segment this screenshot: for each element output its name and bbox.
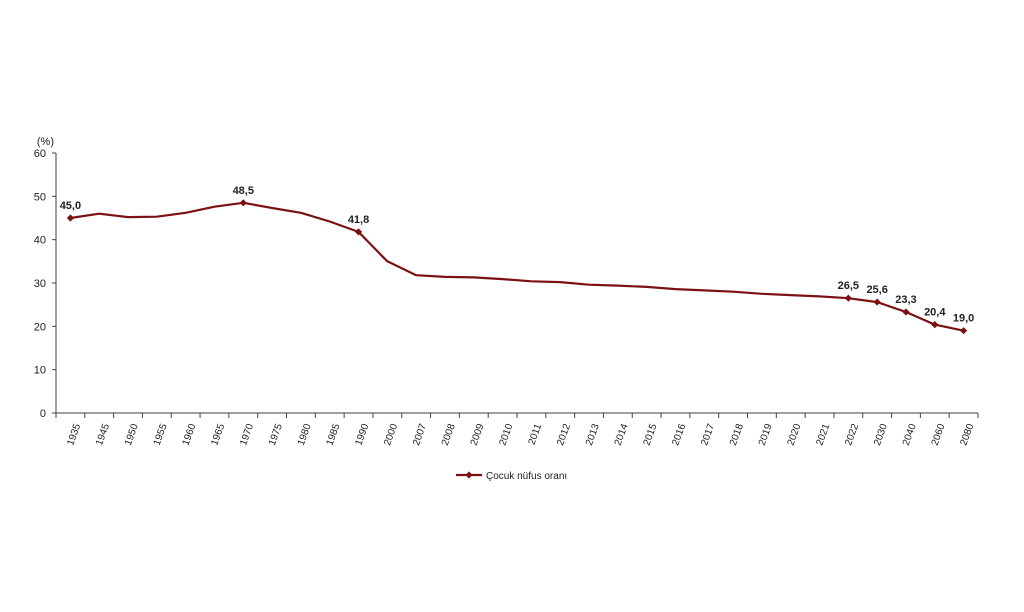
data-label: 26,5 — [838, 280, 859, 292]
x-tick-label: 2060 — [930, 422, 948, 447]
series-line — [69, 201, 965, 332]
data-label: 19,0 — [953, 313, 974, 325]
y-tick-label: 20 — [34, 321, 46, 333]
data-label: 20,4 — [924, 307, 946, 319]
data-point-marker — [931, 321, 939, 329]
data-point-marker — [873, 298, 881, 306]
x-tick-label: 1965 — [209, 422, 227, 447]
y-tick-label: 60 — [34, 148, 46, 160]
x-tick-label: 1985 — [325, 422, 343, 447]
x-tick-label: 1970 — [238, 422, 256, 447]
x-tick-label: 2007 — [411, 422, 429, 447]
data-point-marker — [902, 308, 910, 316]
data-point-marker — [959, 327, 968, 335]
data-label: 25,6 — [866, 284, 887, 296]
x-tick-label: 2000 — [382, 422, 400, 447]
x-tick-label: 2022 — [843, 422, 861, 447]
x-tick-label: 2009 — [469, 422, 487, 447]
series-line-layer — [66, 199, 968, 335]
x-tick-label: 1955 — [152, 422, 170, 447]
data-point-marker — [239, 199, 247, 207]
x-tick-label: 2016 — [670, 422, 688, 447]
x-tick-label: 2010 — [497, 422, 515, 447]
data-label: 45,0 — [60, 200, 81, 212]
x-tick-label: 2012 — [555, 422, 573, 447]
x-tick-label: 1980 — [296, 422, 314, 447]
x-tick-label: 2011 — [527, 422, 545, 446]
y-tick-label: 50 — [34, 191, 46, 203]
x-tick-label: 1990 — [353, 422, 371, 447]
data-point-marker — [844, 294, 852, 302]
y-axis-label: (%) — [37, 136, 54, 148]
x-tick-label: 2030 — [872, 422, 890, 447]
x-tick-label: 2015 — [642, 422, 660, 447]
data-label-layer: 45,0 48,5 41,8 26,5 25,6 23,3 20,4 19,0 — [60, 185, 975, 325]
data-label: 23,3 — [895, 294, 916, 306]
legend: Çocuk nüfus oranı — [456, 471, 567, 482]
x-tick-label: 2019 — [757, 422, 775, 447]
legend-label: Çocuk nüfus oranı — [486, 471, 567, 482]
x-tick-label: 1960 — [181, 422, 199, 447]
data-label: 41,8 — [348, 214, 369, 226]
x-tick-label: 2020 — [786, 422, 804, 447]
x-tick-label: 1945 — [94, 422, 112, 447]
data-label: 48,5 — [233, 185, 254, 197]
x-tick-label: 2080 — [958, 422, 976, 447]
x-tick-label: 2014 — [613, 422, 631, 447]
x-tick-label: 2017 — [699, 422, 717, 447]
data-point-marker — [66, 214, 75, 222]
x-tick-label: 1950 — [123, 422, 141, 447]
y-tick-label: 40 — [34, 235, 46, 247]
data-point-marker — [354, 228, 363, 236]
y-tick-label: 30 — [34, 278, 46, 290]
x-tick-label: 2013 — [584, 422, 602, 447]
x-tick-label: 1975 — [267, 422, 285, 447]
x-tick-label: 1935 — [65, 422, 83, 447]
x-tick-label: 2018 — [728, 422, 746, 447]
y-tick-label: 10 — [34, 365, 46, 377]
x-tick-label: 2008 — [440, 422, 458, 447]
y-tick-label: 0 — [40, 408, 46, 420]
x-tick-label: 2021 — [814, 422, 832, 447]
legend-marker — [465, 471, 473, 479]
x-tick-label: 2040 — [901, 422, 919, 447]
